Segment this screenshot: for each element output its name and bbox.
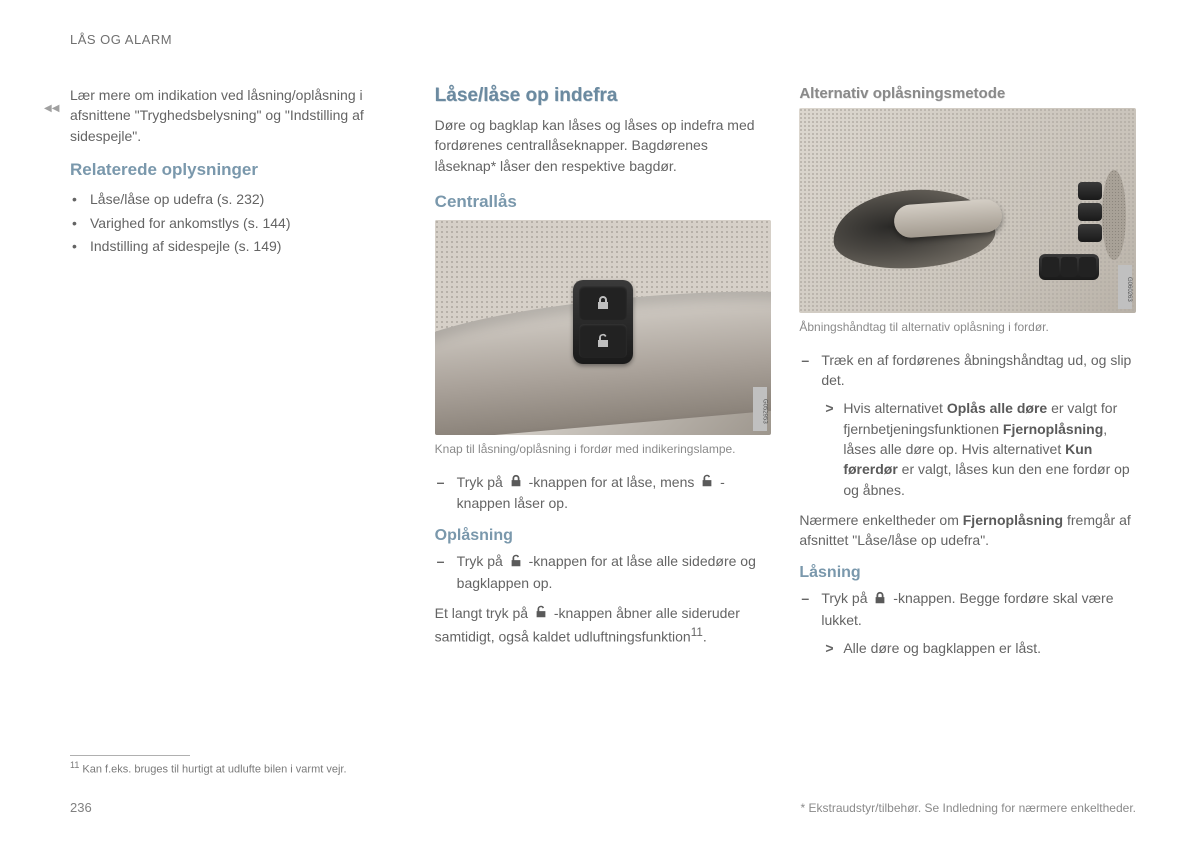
bold-text: Oplås alle døre <box>947 400 1047 416</box>
list-item: Tryk på -knappen. Begge fordøre skal vær… <box>821 588 1136 658</box>
sub-list: Hvis alternativet Oplås alle døre er val… <box>821 398 1136 499</box>
related-info-heading: Relaterede oplysninger <box>70 160 407 180</box>
footnotes: 11 Kan f.eks. bruges til hurtigt at udlu… <box>70 755 347 777</box>
lock-open-icon <box>534 604 548 624</box>
lock-button-group <box>573 280 633 364</box>
text-fragment: Tryk på <box>457 474 507 490</box>
page-number: 236 <box>70 800 92 815</box>
more-info-paragraph: Nærmere enkeltheder om Fjernoplåsning fr… <box>799 510 1136 551</box>
column-2: Låse/låse op indefra Døre og bagklap kan… <box>435 85 772 669</box>
pull-handle-list: Træk en af fordørenes åbningshåndtag ud,… <box>799 350 1136 500</box>
lock-button-image: G052953 <box>435 220 772 435</box>
lock-open-icon <box>509 553 523 573</box>
image-id-tag: G060263 <box>1118 265 1132 309</box>
text-fragment: Tryk på <box>457 553 507 569</box>
main-heading: Låse/låse op indefra <box>435 85 772 107</box>
intro-paragraph: Døre og bagklap kan låses og låses op in… <box>435 115 772 176</box>
locking-heading: Låsning <box>799 564 1136 582</box>
lock-closed-icon <box>509 473 523 493</box>
unlock-heading: Oplåsning <box>435 527 772 545</box>
lock-open-button <box>579 324 627 358</box>
door-handle-image: G060263 <box>799 108 1136 313</box>
list-item: Tryk på -knappen for at låse, mens -knap… <box>457 472 772 514</box>
lock-instruction-list: Tryk på -knappen for at låse, mens -knap… <box>435 472 772 514</box>
text-fragment: Tryk på <box>821 590 871 606</box>
locking-list: Tryk på -knappen. Begge fordøre skal vær… <box>799 588 1136 658</box>
section-header: LÅS OG ALARM <box>70 32 1136 47</box>
image-id-tag: G052953 <box>753 387 767 431</box>
lock-open-icon <box>700 473 714 493</box>
image-caption: Åbningshåndtag til alternativ oplåsning … <box>799 319 1136 336</box>
content-columns: Lær mere om indikation ved låsning/oplås… <box>70 85 1136 669</box>
mirror-buttons <box>1039 254 1099 280</box>
column-3: Alternativ oplåsningsmetode G060263 Åbni… <box>799 85 1136 669</box>
text-fragment: Et langt tryk på <box>435 605 532 621</box>
list-item: Træk en af fordørenes åbningshåndtag ud,… <box>821 350 1136 500</box>
footnote-rule <box>70 755 190 756</box>
list-item: Varighed for ankomstlys (s. 144) <box>90 212 407 236</box>
sub-list: Alle døre og bagklappen er låst. <box>821 638 1136 658</box>
text-fragment: Hvis alternativet <box>843 400 946 416</box>
text-fragment: Nærmere enkeltheder om <box>799 512 962 528</box>
text-fragment: Træk en af fordørenes åbningshåndtag ud,… <box>821 352 1131 388</box>
related-info-list: Låse/låse op udefra (s. 232) Varighed fo… <box>70 188 407 259</box>
text-fragment: -knappen for at låse, mens <box>529 474 699 490</box>
memory-buttons <box>1078 182 1102 242</box>
bold-text: Fjernoplåsning <box>963 512 1063 528</box>
text-fragment: . <box>703 628 707 644</box>
list-item: Hvis alternativet Oplås alle døre er val… <box>843 398 1136 499</box>
bottom-note: * Ekstraudstyr/tilbehør. Se Indledning f… <box>800 801 1136 815</box>
intro-text: Lær mere om indikation ved låsning/oplås… <box>70 85 407 146</box>
door-speaker <box>1102 170 1126 260</box>
unlock-instruction-list: Tryk på -knappen for at låse alle sidedø… <box>435 551 772 593</box>
footnote-number: 11 <box>70 760 79 770</box>
bold-text: Fjernoplåsning <box>1003 421 1103 437</box>
alt-unlock-heading: Alternativ oplåsningsmetode <box>799 85 1136 102</box>
list-item: Låse/låse op udefra (s. 232) <box>90 188 407 212</box>
column-1: Lær mere om indikation ved låsning/oplås… <box>70 85 407 669</box>
list-item: Alle døre og bagklappen er låst. <box>843 638 1136 658</box>
list-item: Tryk på -knappen for at låse alle sidedø… <box>457 551 772 593</box>
footnote-ref: 11 <box>691 626 703 639</box>
list-item: Indstilling af sidespejle (s. 149) <box>90 235 407 259</box>
centrallock-heading: Centrallås <box>435 192 772 212</box>
image-caption: Knap til låsning/oplåsning i fordør med … <box>435 441 772 458</box>
long-press-paragraph: Et langt tryk på -knappen åbner alle sid… <box>435 603 772 646</box>
footnote-text: 11 Kan f.eks. bruges til hurtigt at udlu… <box>70 760 347 777</box>
footnote-content: Kan f.eks. bruges til hurtigt at udlufte… <box>79 764 346 776</box>
lock-closed-icon <box>873 590 887 610</box>
lock-closed-button <box>579 286 627 320</box>
continuation-icon: ◀◀ <box>44 103 59 114</box>
